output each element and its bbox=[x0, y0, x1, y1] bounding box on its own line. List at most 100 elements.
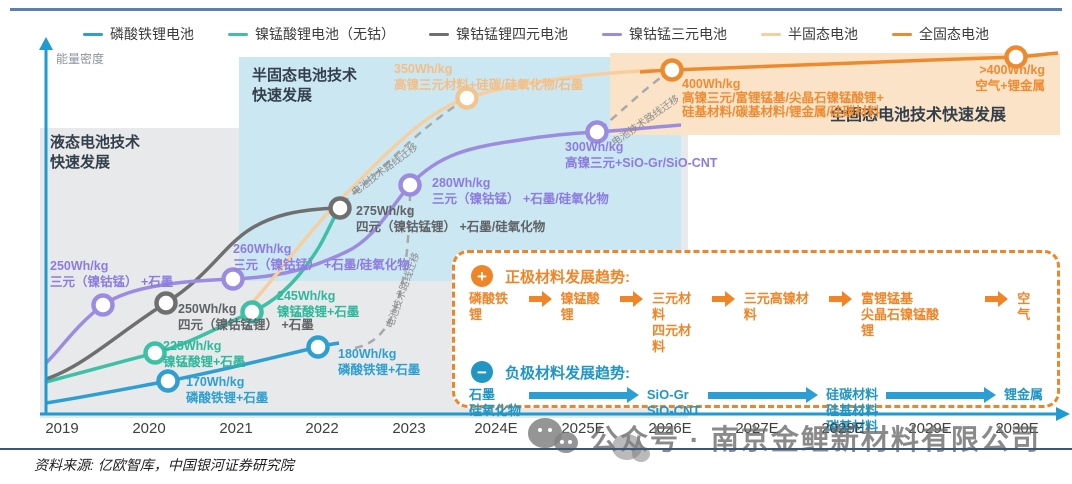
cathode-step: 空气 bbox=[1017, 291, 1031, 322]
x-tick: 2029E bbox=[908, 420, 952, 437]
x-axis-arrow bbox=[1056, 407, 1070, 421]
annotation-quaternary-250: 250Wh/kg 四元（镍钴锰锂） +石墨 bbox=[178, 302, 314, 332]
annotation-semisolid-350: 350Wh/kg 高镍三元材料+硅碳/硅氧化物/石墨 bbox=[394, 62, 584, 92]
x-tick: 2023 bbox=[392, 420, 426, 437]
x-tick: 2025E bbox=[561, 420, 605, 437]
region-all-solid-battery bbox=[610, 53, 1060, 135]
annotation-lfp-180: 180Wh/kg 磷酸铁锂+石墨 bbox=[338, 347, 421, 377]
legend-swatch-lfp bbox=[83, 32, 103, 36]
marker-ternary-250 bbox=[91, 293, 115, 317]
chart-legend: 磷酸铁锂电池 镍锰酸锂电池（无钴） 镍钴锰锂四元电池 镍钴锰三元电池 半固态电池… bbox=[0, 24, 1072, 44]
cathode-step: 富锂锰基 尖晶石镍锰酸锂 bbox=[861, 291, 940, 338]
curve-quaternary bbox=[45, 206, 341, 381]
region-label-all-solid: 全固态电池技术快速发展 bbox=[830, 107, 1007, 124]
legend-swatch-allsolid bbox=[892, 32, 912, 36]
cathode-step: 三元材料 四元材料 bbox=[652, 291, 692, 354]
region-label-semi-solid: 半固态电池技术 快速发展 bbox=[252, 67, 358, 104]
x-tick: 2026E bbox=[648, 420, 692, 437]
axes bbox=[39, 37, 1070, 421]
data-point-markers bbox=[91, 45, 1028, 393]
legend-swatch-quaternary bbox=[429, 32, 449, 36]
marker-ternary-260 bbox=[221, 267, 245, 291]
legend-label: 磷酸铁锂电池 bbox=[110, 26, 194, 42]
marker-lfp-180 bbox=[306, 335, 330, 359]
legend-swatch-lnmo bbox=[228, 32, 248, 36]
x-tick: 2027E bbox=[735, 420, 779, 437]
right-arrow-icon bbox=[829, 291, 853, 307]
legend-swatch-semisolid bbox=[761, 32, 781, 36]
annotation-lfp-170: 170Wh/kg 磷酸铁锂+石墨 bbox=[186, 375, 269, 405]
anode-step: 石墨 硅氧化物 bbox=[469, 387, 522, 418]
anode-trend-header: − 负极材料发展趋势: bbox=[471, 361, 1043, 383]
marker-lfp-170 bbox=[156, 369, 180, 393]
annotation-ternary-260: 260Wh/kg 三元（镍钴锰） +石墨/硅氧化物 bbox=[233, 242, 410, 272]
annotation-ternary-300: 300Wh/kg 高镍三元+SiO-Gr/SiO-CNT bbox=[565, 140, 718, 170]
legend-label: 镍锰酸锂电池（无钴） bbox=[255, 26, 395, 42]
annotation-allsolid-400plus: >400Wh/kg 空气+锂金属 bbox=[975, 63, 1045, 93]
y-axis-arrow bbox=[39, 37, 53, 50]
marker-lnmo-245 bbox=[240, 300, 264, 324]
marker-quaternary-250 bbox=[154, 291, 178, 315]
x-tick: 2024E bbox=[474, 420, 518, 437]
top-divider bbox=[10, 8, 1062, 11]
minus-icon: − bbox=[471, 361, 493, 383]
marker-semisolid-350 bbox=[455, 86, 479, 110]
source-note: 资料来源: 亿欧智库，中国银河证券研究院 bbox=[34, 457, 294, 473]
right-arrow-icon bbox=[620, 291, 644, 307]
marker-lnmo-225 bbox=[143, 341, 167, 365]
right-arrow-icon bbox=[711, 291, 736, 307]
bottom-divider bbox=[0, 448, 1072, 450]
cathode-trend-title: 正极材料发展趋势: bbox=[505, 268, 630, 286]
cathode-flow: 磷酸铁锂 镍锰酸锂 三元材料 四元材料 三元高镍材料 富锂锰基 尖晶石镍锰酸锂 空气 bbox=[469, 291, 1043, 355]
anode-flow: 石墨 硅氧化物 SiO-Gr SiO-CNT 硅碳材料 硅基材料 碳基材料 锂金属 bbox=[469, 387, 1043, 435]
x-axis-ticks: 2019 2020 2021 2022 2023 2024E 2025E 202… bbox=[0, 420, 1072, 438]
plus-icon: + bbox=[471, 265, 493, 287]
legend-item-allsolid: 全固态电池 bbox=[892, 24, 989, 44]
long-right-arrow-icon bbox=[529, 387, 639, 403]
wechat-icon-echo bbox=[612, 434, 650, 462]
annotation-ternary-280: 280Wh/kg 三元（镍钴锰） +石墨/硅氧化物 bbox=[432, 176, 609, 206]
marker-allsolid-400plus bbox=[1004, 45, 1028, 69]
right-arrow-icon bbox=[528, 291, 553, 307]
legend-item-quaternary: 镍钴锰锂四元电池 bbox=[429, 24, 568, 44]
cathode-trend-header: + 正极材料发展趋势: bbox=[471, 265, 1043, 287]
long-right-arrow-icon bbox=[886, 387, 996, 403]
annotation-quaternary-275: 275Wh/kg 四元（镍钴锰锂） +石墨/硅氧化物 bbox=[356, 204, 546, 234]
migration-dashed-lines bbox=[341, 72, 667, 350]
marker-quaternary-275 bbox=[328, 196, 352, 220]
x-tick: 2022 bbox=[305, 420, 339, 437]
x-tick: 2020 bbox=[132, 420, 166, 437]
legend-label: 镍钴锰三元电池 bbox=[629, 26, 727, 42]
annotation-allsolid-400: 400Wh/kg 高镍三元/富锂锰基/尖晶石镍锰酸锂+ 硅基材料/碳基材料/锂金属/… bbox=[682, 77, 884, 119]
annotation-lnmo-245: 245Wh/kg 镍锰酸锂+石墨 bbox=[277, 289, 360, 319]
right-arrow-icon bbox=[985, 291, 1009, 307]
y-axis-title: 能量密度 bbox=[56, 52, 105, 66]
marker-ternary-280 bbox=[398, 173, 422, 197]
x-tick: 2019 bbox=[45, 420, 79, 437]
annotation-lnmo-225: 225Wh/kg 镍锰酸锂+石墨 bbox=[163, 339, 246, 369]
material-trend-box: + 正极材料发展趋势: 磷酸铁锂 镍锰酸锂 三元材料 四元材料 三元高镍材料 富锂… bbox=[452, 250, 1060, 434]
x-tick: 2028E bbox=[821, 420, 865, 437]
curve-ternary bbox=[44, 123, 682, 365]
legend-swatch-ternary bbox=[602, 32, 622, 36]
anode-trend-title: 负极材料发展趋势: bbox=[505, 364, 630, 382]
legend-item-lnmo: 镍锰酸锂电池（无钴） bbox=[228, 24, 395, 44]
legend-item-lfp: 磷酸铁锂电池 bbox=[83, 24, 194, 44]
anode-step: SiO-Gr SiO-CNT bbox=[646, 387, 701, 418]
marker-ternary-300 bbox=[585, 120, 609, 144]
cathode-step: 三元高镍材料 bbox=[743, 291, 809, 322]
marker-allsolid-400 bbox=[660, 58, 684, 82]
cathode-step: 磷酸铁锂 bbox=[469, 291, 509, 322]
x-tick: 2030E bbox=[995, 420, 1039, 437]
legend-label: 半固态电池 bbox=[788, 26, 858, 42]
annotation-ternary-250: 250Wh/kg 三元（镍钴锰） +石墨 bbox=[50, 259, 174, 289]
legend-item-semisolid: 半固态电池 bbox=[761, 24, 858, 44]
curve-semi-solid bbox=[241, 68, 655, 314]
x-tick: 2021 bbox=[219, 420, 253, 437]
legend-label: 镍钴锰锂四元电池 bbox=[456, 26, 568, 42]
region-label-liquid: 液态电池技术 快速发展 bbox=[50, 134, 141, 171]
long-right-arrow-icon bbox=[708, 387, 819, 403]
legend-item-ternary: 镍钴锰三元电池 bbox=[602, 24, 727, 44]
